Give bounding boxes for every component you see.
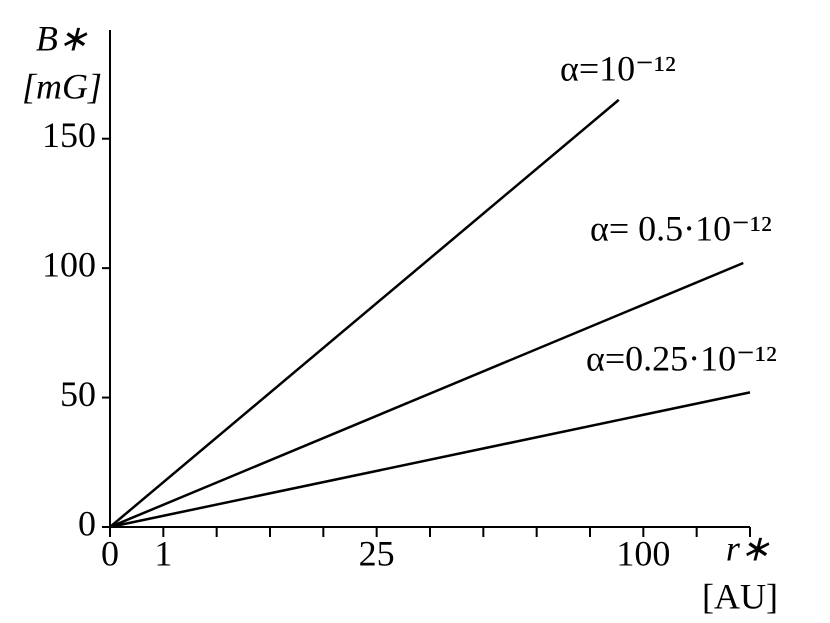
series-line: [109, 98, 620, 528]
series-line: [109, 391, 751, 529]
series-label: α=10⁻¹²: [560, 48, 676, 88]
y-axis-unit: [mG]: [22, 66, 102, 106]
x-tick-label: 25: [359, 533, 395, 573]
y-axis-label: B∗: [36, 18, 88, 58]
series-line: [109, 261, 744, 529]
series-label: α=0.25·10⁻¹²: [586, 338, 777, 378]
y-tick-label: 0: [78, 503, 96, 543]
x-axis-label: r∗: [726, 528, 770, 568]
x-tick-label: 100: [616, 533, 670, 573]
x-axis-unit: [AU]: [702, 576, 778, 616]
y-tick-label: 150: [42, 115, 96, 155]
y-tick-label: 100: [42, 244, 96, 284]
x-tick-label: 1: [154, 533, 172, 573]
x-tick-label: 0: [101, 533, 119, 573]
series-label: α= 0.5·10⁻¹²: [590, 208, 772, 248]
y-tick-label: 50: [60, 374, 96, 414]
